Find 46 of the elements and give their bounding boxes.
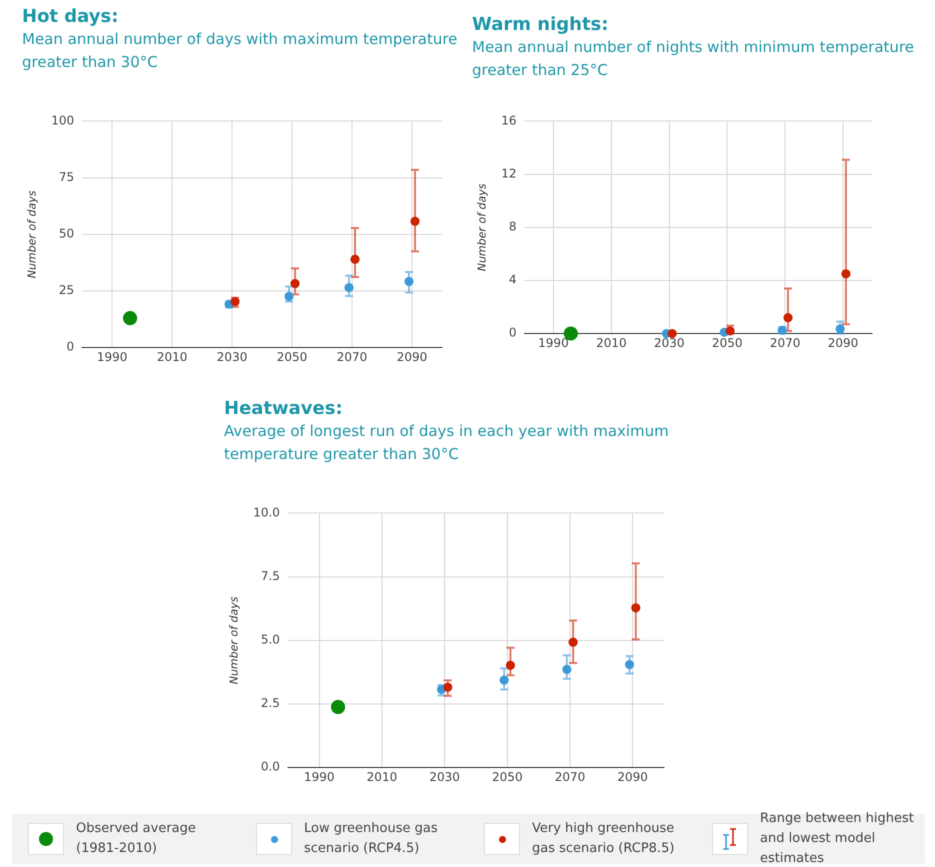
- x-tick-label: 1990: [96, 350, 128, 364]
- x-tick-label: 2070: [554, 770, 586, 784]
- x-tick-label: 2090: [828, 336, 858, 350]
- x-tick-label: 2090: [396, 350, 428, 364]
- x-tick-label: 2030: [654, 336, 685, 350]
- y-tick-label: 0.0: [260, 760, 280, 774]
- y-tick-label: 10.0: [253, 505, 280, 520]
- chart-subtitle: Average of longest run of days in each year with maximum temperature greater than 30°C: [224, 421, 670, 465]
- y-tick-label: 5.0: [260, 632, 280, 647]
- y-tick-label: 0: [508, 326, 516, 340]
- y-tick-label: 75: [58, 170, 74, 184]
- y-tick-label: 8: [508, 220, 516, 234]
- y-tick-label: 25: [58, 283, 74, 298]
- x-tick-label: 2010: [596, 336, 627, 350]
- x-tick-label: 2050: [712, 336, 742, 350]
- chart-title: Heatwaves:: [224, 398, 344, 420]
- y-tick-label: 7.5: [260, 568, 280, 583]
- x-tick-label: 2070: [336, 350, 368, 364]
- y-tick-label: 2.5: [260, 696, 280, 710]
- chart-subtitle: Mean annual number of nights with minimum temperature greater than 25°C: [472, 37, 916, 81]
- x-tick-label: 1990: [304, 770, 335, 784]
- y-axis-title: Number of days: [475, 183, 488, 272]
- y-tick-label: 100: [51, 113, 74, 128]
- y-tick-label: 16: [501, 113, 516, 128]
- y-tick-label: 0: [66, 340, 74, 354]
- y-tick-label: 50: [58, 226, 74, 241]
- chart-subtitle: Mean annual number of days with maximum temperature greater than 30°C: [22, 29, 458, 73]
- legend-label: Very high greenhouse gas scenario (RCP8.5): [532, 820, 676, 858]
- x-tick-label: 2050: [492, 770, 523, 784]
- y-tick-label: 4: [508, 272, 516, 287]
- y-tick-label: 12: [501, 166, 516, 180]
- y-axis-title: Number of days: [227, 596, 240, 684]
- x-tick-label: 2010: [366, 770, 398, 784]
- x-tick-label: 2030: [429, 770, 460, 784]
- x-tick-label: 1990: [538, 336, 569, 350]
- x-tick-label: 2050: [276, 350, 308, 364]
- legend-label: Low greenhouse gas scenario (RCP4.5): [304, 820, 439, 858]
- x-tick-label: 2030: [216, 350, 248, 364]
- chart-title: Warm nights:: [472, 14, 610, 36]
- legend-label: Observed average (1981-2010): [76, 820, 197, 858]
- chart-title: Hot days:: [22, 6, 120, 28]
- x-tick-label: 2090: [617, 770, 648, 784]
- text: Range between highest and lowest model estimates: [760, 810, 915, 867]
- x-tick-label: 2010: [156, 350, 188, 364]
- x-tick-label: 2070: [770, 336, 800, 350]
- y-axis-title: Number of days: [25, 190, 38, 278]
